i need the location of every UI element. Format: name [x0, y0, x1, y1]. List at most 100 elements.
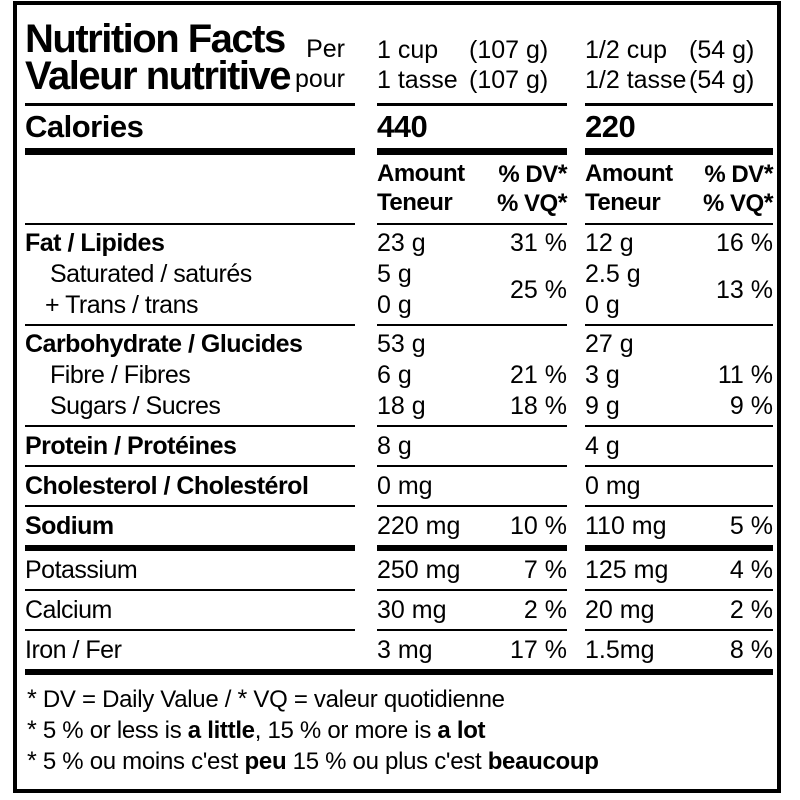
sugars-amount-col2: 9 g	[585, 392, 620, 420]
footnote-en: * 5 % or less is a little, 15 % or more …	[27, 716, 486, 744]
sat-trans-dv-col2: 13 %	[716, 275, 773, 304]
thick-bar-under-calories	[25, 148, 773, 155]
iron-amount-col1: 3 mg	[377, 636, 433, 664]
rule	[25, 223, 773, 225]
carbohydrate-amount-col1: 53 g	[377, 330, 426, 358]
iron-amount-col2: 1.5mg	[585, 636, 655, 664]
sodium-label: Sodium	[25, 512, 114, 540]
potassium-dv-col2: 4 %	[729, 556, 773, 584]
sugars-dv-col2: 9 %	[729, 392, 773, 420]
dv-header-en-col1: % DV*	[498, 160, 568, 188]
rule	[25, 589, 773, 591]
fat-amount-col2: 12 g	[585, 229, 634, 257]
carbohydrate-label: Carbohydrate / Glucides	[25, 330, 303, 358]
column-headers: Amount % DV* Teneur % VQ* Amount % DV* Tene…	[25, 155, 774, 223]
serving1-weight-en: (107 g)	[469, 36, 549, 64]
potassium-amount-col2: 125 mg	[585, 556, 669, 584]
cholesterol-amount-col2: 0 mg	[585, 472, 641, 500]
sugars-label: Sugars / Sucres	[50, 392, 221, 420]
iron-label: Iron / Fer	[25, 636, 122, 664]
asterisk: *	[557, 189, 568, 217]
thick-bar-above-footnotes	[25, 669, 773, 675]
dv-header-fr-col1: % VQ*	[497, 189, 568, 217]
serving2-weight-en: (54 g)	[689, 36, 755, 64]
asterisk: *	[237, 685, 248, 713]
asterisk: *	[557, 160, 568, 188]
cholesterol-row: Cholesterol / Cholestérol 0 mg 0 mg	[25, 467, 773, 505]
calories-col1: 440	[377, 109, 428, 144]
fat-section: Fat / Lipides Saturated / saturés + Tran…	[25, 225, 773, 324]
calories-col2: 220	[585, 109, 636, 144]
serving1-measure-fr: 1 tasse	[377, 66, 458, 94]
fat-amount-col1: 23 g	[377, 229, 426, 257]
calcium-label: Calcium	[25, 596, 112, 624]
saturated-amount-col2: 2.5 g	[585, 260, 641, 288]
footnotes: * DV = Daily Value / * VQ = valeur quoti…	[25, 675, 773, 777]
calcium-amount-col1: 30 mg	[377, 596, 447, 624]
asterisk: *	[27, 747, 37, 775]
carbohydrate-section-col2: 27 g 3 g 11 % 9 g 9 %	[585, 329, 773, 422]
carbohydrate-dv-col1	[510, 329, 567, 360]
fat-dv-col2: 16 %	[716, 229, 773, 257]
iron-dv-col2: 8 %	[729, 636, 773, 664]
iron-dv-col1: 17 %	[510, 636, 567, 664]
rule	[25, 425, 773, 427]
calcium-amount-col2: 20 mg	[585, 596, 655, 624]
fibre-amount-col1: 6 g	[377, 361, 412, 389]
carbohydrate-section: Carbohydrate / Glucides Fibre / Fibres S…	[25, 326, 773, 425]
protein-amount-col2: 4 g	[585, 432, 620, 460]
asterisk: *	[27, 685, 37, 713]
fibre-dv-col1: 21 %	[510, 361, 567, 389]
serving-size-col2: 1/2 cup (54 g) 1/2 tasse (54 g)	[585, 35, 773, 95]
fat-dv-col1: 31 %	[510, 229, 567, 257]
rule	[25, 629, 773, 631]
title-fr: Valeur nutritive	[25, 54, 291, 98]
rule	[25, 505, 773, 507]
fibre-label: Fibre / Fibres	[50, 361, 191, 389]
calcium-row: Calcium 30 mg 2 % 20 mg 2 %	[25, 591, 773, 629]
potassium-dv-col1: 7 %	[523, 556, 567, 584]
dv-header-fr-col2: % VQ*	[703, 189, 774, 217]
asterisk: *	[27, 716, 37, 744]
dv-header-en-col2: % DV*	[704, 160, 774, 188]
carbohydrate-section-col1: 53 g 6 g 21 % 18 g 18 %	[377, 329, 567, 422]
potassium-amount-col1: 250 mg	[377, 556, 461, 584]
carbohydrate-amount-col2: 27 g	[585, 330, 634, 358]
calories-label: Calories	[25, 109, 144, 144]
protein-label: Protein / Protéines	[25, 432, 237, 460]
potassium-label: Potassium	[25, 556, 138, 584]
footnote-dv-definition: * DV = Daily Value / * VQ = valeur quoti…	[27, 685, 505, 713]
carbohydrate-dv-col2	[718, 329, 773, 360]
cholesterol-label: Cholesterol / Cholestérol	[25, 472, 309, 500]
serving2-measure-en: 1/2 cup	[585, 36, 668, 64]
trans-amount-col2: 0 g	[585, 291, 620, 319]
fibre-dv-col2: 11 %	[717, 361, 773, 389]
trans-label: + Trans / trans	[45, 291, 199, 319]
footnote-fr: * 5 % ou moins c'est peu 15 % ou plus c'…	[27, 747, 599, 775]
sodium-amount-col1: 220 mg	[377, 512, 461, 540]
calcium-dv-col1: 2 %	[523, 596, 567, 624]
protein-amount-col1: 8 g	[377, 432, 412, 460]
sugars-dv-col1: 18 %	[510, 392, 567, 420]
sodium-row: Sodium 220 mg 10 % 110 mg 5 %	[25, 507, 773, 545]
protein-row: Protein / Protéines 8 g 4 g	[25, 427, 773, 465]
fat-label: Fat / Lipides	[25, 229, 165, 257]
potassium-row: Potassium 250 mg 7 % 125 mg 4 %	[25, 551, 773, 589]
rule	[25, 465, 773, 467]
rule-under-header	[25, 103, 773, 106]
asterisk: *	[763, 160, 774, 188]
sat-trans-dv-col1: 25 %	[510, 275, 567, 304]
fibre-amount-col2: 3 g	[585, 361, 620, 389]
per-en: Per	[306, 35, 345, 63]
sodium-amount-col2: 110 mg	[585, 512, 667, 540]
serving2-measure-fr: 1/2 tasse	[585, 66, 687, 94]
label-titles: Nutrition Facts Valeur nutritive	[25, 17, 291, 98]
serving1-weight-fr: (107 g)	[469, 66, 549, 94]
sodium-dv-col2: 5 %	[729, 512, 773, 540]
title-en: Nutrition Facts	[25, 17, 286, 61]
serving1-measure-en: 1 cup	[377, 36, 439, 64]
fat-section-col1: 23 g 31 % 5 g 0 g 25 %	[377, 228, 567, 321]
label-header: Nutrition Facts Valeur nutritive Per pou…	[25, 17, 773, 98]
thick-bar-under-sodium	[25, 545, 773, 551]
